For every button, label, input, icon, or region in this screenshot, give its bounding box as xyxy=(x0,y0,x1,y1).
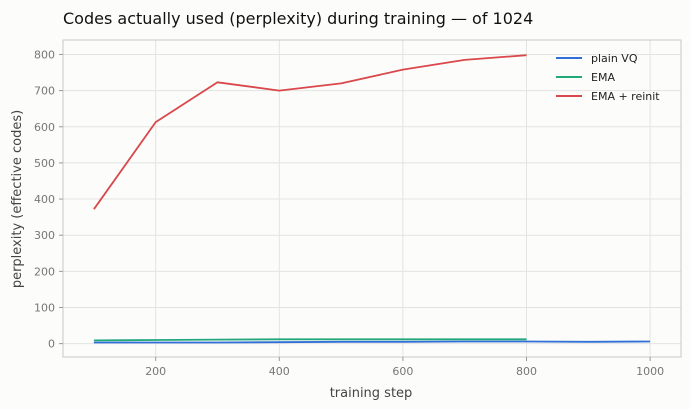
chart-title: Codes actually used (perplexity) during … xyxy=(63,9,533,28)
legend-label: plain VQ xyxy=(591,52,638,65)
x-tick-label: 400 xyxy=(269,365,290,378)
series-line-plain-vq xyxy=(93,340,651,344)
y-tick-label: 100 xyxy=(34,301,55,314)
series-lines xyxy=(93,54,651,344)
y-tick-label: 200 xyxy=(34,265,55,278)
y-tick-label: 300 xyxy=(34,229,55,242)
series-line-ema-reinit xyxy=(93,54,527,210)
x-tick-label: 1000 xyxy=(636,365,664,378)
y-tick-label: 500 xyxy=(34,157,55,170)
y-tick-label: 600 xyxy=(34,121,55,134)
grid-lines xyxy=(63,40,681,357)
y-tick-label: 800 xyxy=(34,48,55,61)
y-tick-label: 700 xyxy=(34,85,55,98)
y-axis-ticks: 0 100 200 300 400 500 600 700 800 xyxy=(34,48,63,351)
x-axis-ticks: 200 400 600 800 1000 xyxy=(145,357,664,378)
y-tick-label: 400 xyxy=(34,193,55,206)
legend: plain VQ EMA EMA + reinit xyxy=(556,52,660,103)
plot-frame xyxy=(62,39,682,358)
x-axis-label: training step xyxy=(330,386,413,401)
x-tick-label: 200 xyxy=(145,365,166,378)
x-tick-label: 800 xyxy=(516,365,537,378)
legend-label: EMA xyxy=(591,71,615,84)
y-tick-label: 0 xyxy=(48,338,55,351)
series-line-ema xyxy=(93,338,527,342)
legend-label: EMA + reinit xyxy=(591,90,660,103)
y-axis-label: perplexity (effective codes) xyxy=(10,110,25,288)
x-tick-label: 600 xyxy=(392,365,413,378)
